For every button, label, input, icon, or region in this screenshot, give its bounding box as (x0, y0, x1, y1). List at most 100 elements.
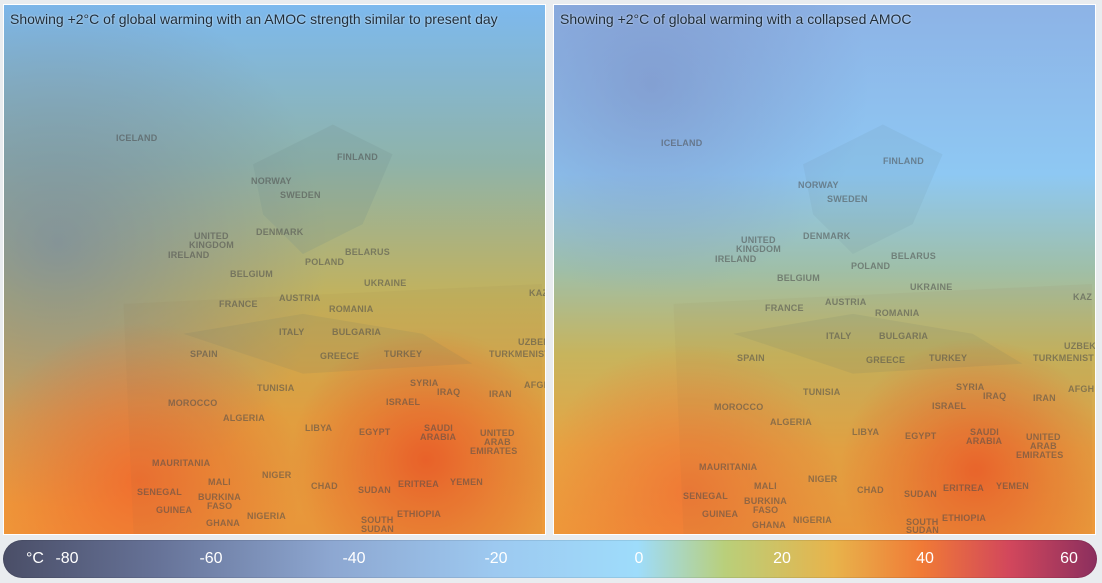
map-label-austria: AUSTRIA (279, 293, 321, 303)
map-label-belarus: BELARUS (891, 251, 936, 261)
map-label-guinea: GUINEA (702, 509, 739, 519)
map-label-mali: MALI (208, 477, 231, 487)
map-label-syria: SYRIA (410, 378, 439, 388)
map-label-bulgaria: BULGARIA (332, 327, 382, 337)
map-label-afghanistan: AFGH (1068, 384, 1095, 394)
map-label-south-sudan-1: SOUTH (906, 517, 939, 527)
map-label-morocco: MOROCCO (168, 398, 218, 408)
temperature-legend: °C -80 -60 -40 -20 0 20 40 60 (3, 540, 1097, 578)
map-label-saudi-1: SAUDI (424, 423, 454, 433)
panel-caption: Showing +2°C of global warming with a co… (560, 11, 912, 27)
map-label-sweden: SWEDEN (827, 194, 868, 204)
map-label-norway: NORWAY (798, 180, 839, 190)
map-label-saudi-1: SAUDI (970, 427, 1000, 437)
map-label-united-kingdom-1: UNITED (741, 235, 776, 245)
map-label-ireland: IRELAND (715, 254, 757, 264)
map-label-niger: NIGER (262, 470, 292, 480)
temperature-map-present (4, 5, 545, 534)
map-label-uzbekistan: UZBEKI (518, 337, 545, 347)
map-label-finland: FINLAND (883, 156, 924, 166)
map-label-iceland: ICELAND (116, 133, 158, 143)
map-label-morocco: MOROCCO (714, 402, 764, 412)
legend-tick: 0 (634, 550, 644, 567)
map-label-sudan: SUDAN (904, 489, 938, 499)
map-label-sweden: SWEDEN (280, 190, 321, 200)
map-label-turkey: TURKEY (929, 353, 968, 363)
legend-tick: 40 (916, 550, 934, 567)
map-label-romania: ROMANIA (875, 308, 920, 318)
map-label-saudi-2: ARABIA (966, 436, 1003, 446)
map-label-norway: NORWAY (251, 176, 292, 186)
map-label-israel: ISRAEL (932, 401, 967, 411)
map-label-bulgaria: BULGARIA (879, 331, 929, 341)
map-label-burkina-2: FASO (207, 501, 233, 511)
map-label-eritrea: ERITREA (398, 479, 439, 489)
map-label-syria: SYRIA (956, 382, 985, 392)
map-label-kazakhstan: KAZ (529, 288, 545, 298)
map-label-uae-3: EMIRATES (470, 446, 518, 456)
map-label-france: FRANCE (219, 299, 258, 309)
map-label-egypt: EGYPT (905, 431, 937, 441)
map-label-united-kingdom-2: KINGDOM (736, 244, 781, 254)
map-label-greece: GREECE (866, 355, 906, 365)
map-label-spain: SPAIN (737, 353, 765, 363)
map-label-israel: ISRAEL (386, 397, 421, 407)
map-label-turkmenistan: TURKMENIST (1033, 353, 1094, 363)
map-label-algeria: ALGERIA (223, 413, 265, 423)
map-label-libya: LIBYA (852, 427, 880, 437)
map-label-uae-1: UNITED (480, 428, 515, 438)
map-label-mauritania: MAURITANIA (699, 462, 758, 472)
map-label-denmark: DENMARK (256, 227, 304, 237)
legend-tick: -60 (199, 550, 223, 567)
map-label-sudan: SUDAN (358, 485, 392, 495)
map-label-iran: IRAN (489, 389, 512, 399)
map-label-italy: ITALY (279, 327, 305, 337)
map-label-kazakhstan: KAZ (1073, 292, 1093, 302)
map-label-uae-2: ARAB (484, 437, 511, 447)
map-label-iraq: IRAQ (437, 387, 461, 397)
map-label-poland: POLAND (305, 257, 345, 267)
map-label-yemen: YEMEN (996, 481, 1030, 491)
map-label-tunisia: TUNISIA (803, 387, 841, 397)
map-label-niger: NIGER (808, 474, 838, 484)
map-panel-present-day[interactable]: Showing +2°C of global warming with an A… (3, 4, 546, 535)
map-label-senegal: SENEGAL (683, 491, 728, 501)
map-label-united-kingdom-1: UNITED (194, 231, 229, 241)
map-label-ghana: GHANA (752, 520, 786, 530)
map-label-austria: AUSTRIA (825, 297, 867, 307)
map-label-belgium: BELGIUM (230, 269, 273, 279)
map-label-tunisia: TUNISIA (257, 383, 295, 393)
map-label-denmark: DENMARK (803, 231, 851, 241)
legend-tick: -40 (342, 550, 366, 567)
map-label-ireland: IRELAND (168, 250, 210, 260)
map-label-iceland: ICELAND (661, 138, 703, 148)
legend-tick: 20 (773, 550, 791, 567)
map-label-ukraine: UKRAINE (910, 282, 953, 292)
map-label-france: FRANCE (765, 303, 804, 313)
map-label-guinea: GUINEA (156, 505, 193, 515)
legend-tick: 60 (1060, 550, 1078, 567)
map-label-greece: GREECE (320, 351, 360, 361)
map-label-mali: MALI (754, 481, 777, 491)
map-label-italy: ITALY (826, 331, 852, 341)
map-label-spain: SPAIN (190, 349, 218, 359)
map-label-senegal: SENEGAL (137, 487, 182, 497)
map-label-belarus: BELARUS (345, 247, 390, 257)
map-label-poland: POLAND (851, 261, 891, 271)
map-label-mauritania: MAURITANIA (152, 458, 211, 468)
temperature-map-collapsed (554, 5, 1095, 534)
map-label-chad: CHAD (857, 485, 884, 495)
map-panel-collapsed-amoc[interactable]: Showing +2°C of global warming with a co… (553, 4, 1096, 535)
map-label-burkina-2: FASO (753, 505, 779, 515)
map-label-uae-2: ARAB (1030, 441, 1057, 451)
map-label-turkey: TURKEY (384, 349, 423, 359)
map-label-united-kingdom-2: KINGDOM (189, 240, 234, 250)
map-label-eritrea: ERITREA (943, 483, 984, 493)
map-label-nigeria: NIGERIA (793, 515, 832, 525)
map-label-south-sudan-2: SUDAN (906, 525, 940, 535)
map-label-chad: CHAD (311, 481, 338, 491)
map-label-belgium: BELGIUM (777, 273, 820, 283)
map-label-saudi-2: ARABIA (420, 432, 457, 442)
map-label-ghana: GHANA (206, 518, 240, 528)
